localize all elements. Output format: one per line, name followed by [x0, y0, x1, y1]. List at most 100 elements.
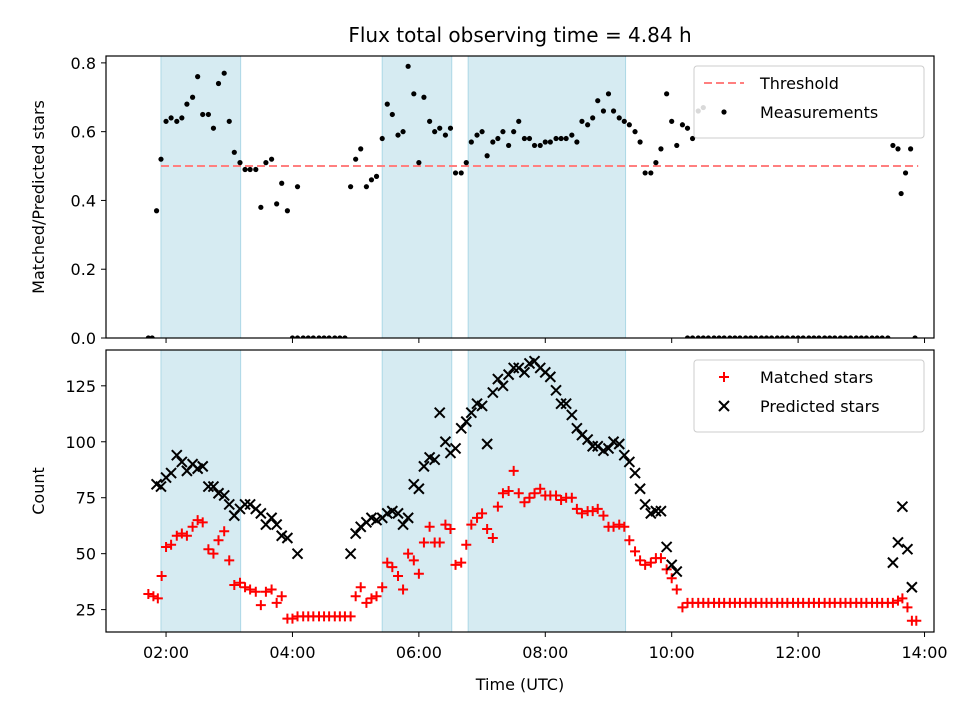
x-tick-label: 02:00 [143, 643, 189, 662]
predicted-star-point [571, 422, 583, 435]
matched-star-point [551, 490, 562, 501]
matched-star-point [382, 557, 393, 568]
matched-star-point [911, 615, 922, 626]
observing-interval-band [160, 56, 242, 338]
matched-star-point [461, 539, 472, 550]
measurement-point [837, 335, 844, 338]
matched-star-point [671, 584, 682, 595]
measurement-point [189, 94, 196, 100]
predicted-star-point [449, 442, 462, 455]
x-tick-label: 08:00 [522, 643, 568, 662]
measurement-point [495, 135, 501, 142]
predicted-star-point [413, 483, 425, 495]
measurement-point [379, 135, 385, 142]
measurement-point [879, 335, 885, 338]
matched-star-point [635, 555, 646, 566]
measurement-point [468, 139, 474, 145]
measurement-point [711, 335, 717, 338]
measurement-point [506, 142, 512, 149]
measurement-point [689, 335, 696, 338]
matched-star-point [276, 591, 287, 602]
measurement-point [768, 335, 775, 338]
matched-star-point [571, 503, 582, 514]
measurement-point [621, 118, 627, 124]
matched-star-point [492, 501, 503, 512]
matched-star-point [598, 510, 609, 521]
legend-matched-swatch [719, 372, 729, 382]
matched-star-point [355, 582, 366, 593]
measurement-point [284, 208, 291, 214]
axes-frame [105, 55, 935, 339]
legend: Matched stars Predicted stars [693, 359, 925, 433]
y-tick-label: 0.2 [71, 260, 96, 279]
measurement-point [221, 70, 227, 76]
measurement-point [531, 142, 538, 149]
matched-star-point [148, 591, 159, 602]
y-tick-label: 25 [76, 601, 96, 620]
measurement-point [237, 160, 243, 166]
measurement-point [247, 166, 253, 173]
predicted-star-point [270, 518, 283, 531]
measurement-point [648, 170, 654, 176]
matched-star-point [677, 602, 688, 613]
measurement-point [215, 80, 222, 87]
predicted-star-point [906, 581, 918, 593]
matched-star-point [508, 465, 519, 476]
matched-star-point [398, 584, 409, 595]
matched-star-point [166, 539, 177, 550]
measurement-point [869, 335, 875, 338]
measurement-point [569, 132, 575, 138]
matched-star-point [350, 591, 361, 602]
measurement-point [895, 146, 901, 152]
measurement-point [912, 335, 918, 338]
measurement-point [684, 335, 691, 338]
predicted-star-point [402, 512, 414, 524]
measurement-point [822, 335, 828, 338]
matched-star-point [450, 559, 461, 570]
measurement-point [384, 101, 390, 107]
measurement-point [858, 335, 864, 338]
measurement-point [689, 135, 696, 142]
measurement-point [616, 115, 622, 121]
y-tick-label: 100 [65, 433, 96, 452]
matched-star-point [393, 571, 404, 582]
matched-star-point [229, 580, 240, 590]
matched-star-point [171, 530, 182, 541]
measurement-point [637, 139, 643, 145]
matched-star-point [445, 524, 456, 535]
matched-star-point [213, 535, 224, 546]
predicted-star-point [239, 498, 251, 511]
measurement-point [205, 111, 211, 118]
predicted-star-point [155, 480, 167, 493]
predicted-star-point [555, 398, 567, 410]
predicted-star-point [392, 507, 404, 520]
predicted-star-point [497, 380, 509, 392]
predicted-star-point [291, 547, 304, 560]
matched-star-point [897, 593, 908, 604]
matched-star-point [434, 537, 445, 548]
predicted-star-point [418, 460, 430, 473]
predicted-star-point [281, 532, 294, 544]
measurement-point [500, 129, 506, 135]
matched-star-point [250, 586, 261, 597]
legend-predicted-swatch [718, 400, 730, 412]
matched-star-point [197, 517, 208, 528]
matched-star-point [377, 582, 388, 593]
measurement-point [908, 146, 914, 152]
matched-star-point [387, 562, 398, 573]
measurement-point [368, 177, 375, 183]
matched-star-point [361, 597, 372, 608]
plot-area [145, 56, 919, 338]
measurement-point [863, 335, 869, 338]
matched-star-point [519, 497, 530, 508]
matched-star-point [902, 602, 913, 613]
predicted-star-point [165, 467, 177, 479]
measurement-point [242, 166, 248, 173]
legend-label: Matched stars [760, 368, 873, 387]
matched-star-point [592, 503, 603, 514]
predicted-star-point [613, 438, 625, 450]
measurement-point [289, 335, 296, 338]
measurement-point [274, 201, 280, 207]
measurement-point [585, 122, 591, 128]
predicted-star-point [218, 489, 230, 502]
